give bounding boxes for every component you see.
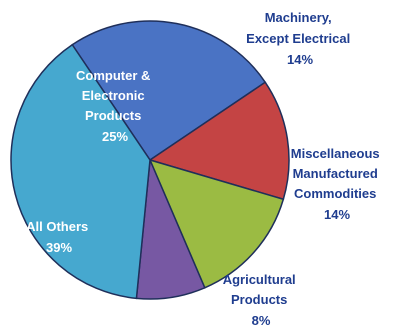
slice-label-agricultural: Agricultural Products 8% bbox=[223, 272, 300, 328]
slice-all-others bbox=[10, 43, 151, 300]
slice-misc-manufactured bbox=[148, 158, 285, 289]
slice-computer-electronic bbox=[71, 20, 267, 162]
slice-label-machinery: Machinery, Except Electrical 14% bbox=[246, 10, 354, 67]
slice-label-misc-manufactured: Miscellaneous Manufactured Commodities 1… bbox=[291, 146, 384, 222]
slice-label-computer-electronic: Computer & Electronic Products 25% bbox=[76, 68, 154, 144]
slice-label-all-others: All Others 39% bbox=[26, 219, 92, 255]
